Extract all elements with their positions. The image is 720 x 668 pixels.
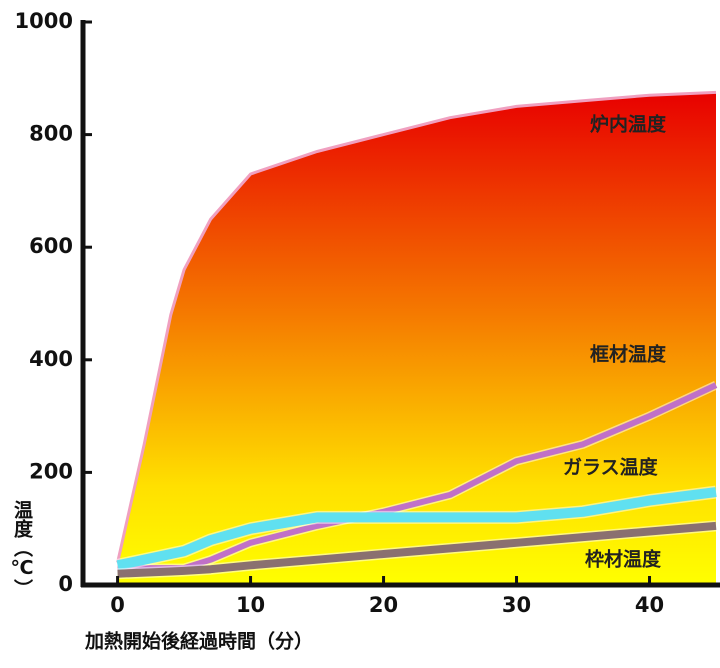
x-tick-label: 0 [110,593,125,617]
y-tick-label: 0 [58,572,73,596]
series-label: ガラス温度 [563,456,659,479]
line [116,487,717,571]
series-label: 框材温度 [590,343,667,366]
series-label: 枠材温度 [585,548,662,571]
x-tick-label: 10 [236,593,265,617]
plot-area [116,90,718,586]
y-tick-label: 800 [29,122,73,146]
x-tick-label: 20 [369,593,398,617]
x-axis-title: 加熱開始後経過時間（分） [84,630,313,653]
y-tick-label: 200 [29,459,73,483]
line [117,521,717,578]
x-tick-label: 40 [635,593,664,617]
x-tick-label: 30 [502,593,531,617]
y-tick-label: 1000 [15,9,73,33]
y-tick-label: 400 [29,347,73,371]
y-tick-label: 600 [29,234,73,258]
y-axis-title: 温度（℃） [11,500,33,598]
series-label: 炉内温度 [590,113,667,136]
area [117,92,717,586]
area-edge [116,90,717,563]
